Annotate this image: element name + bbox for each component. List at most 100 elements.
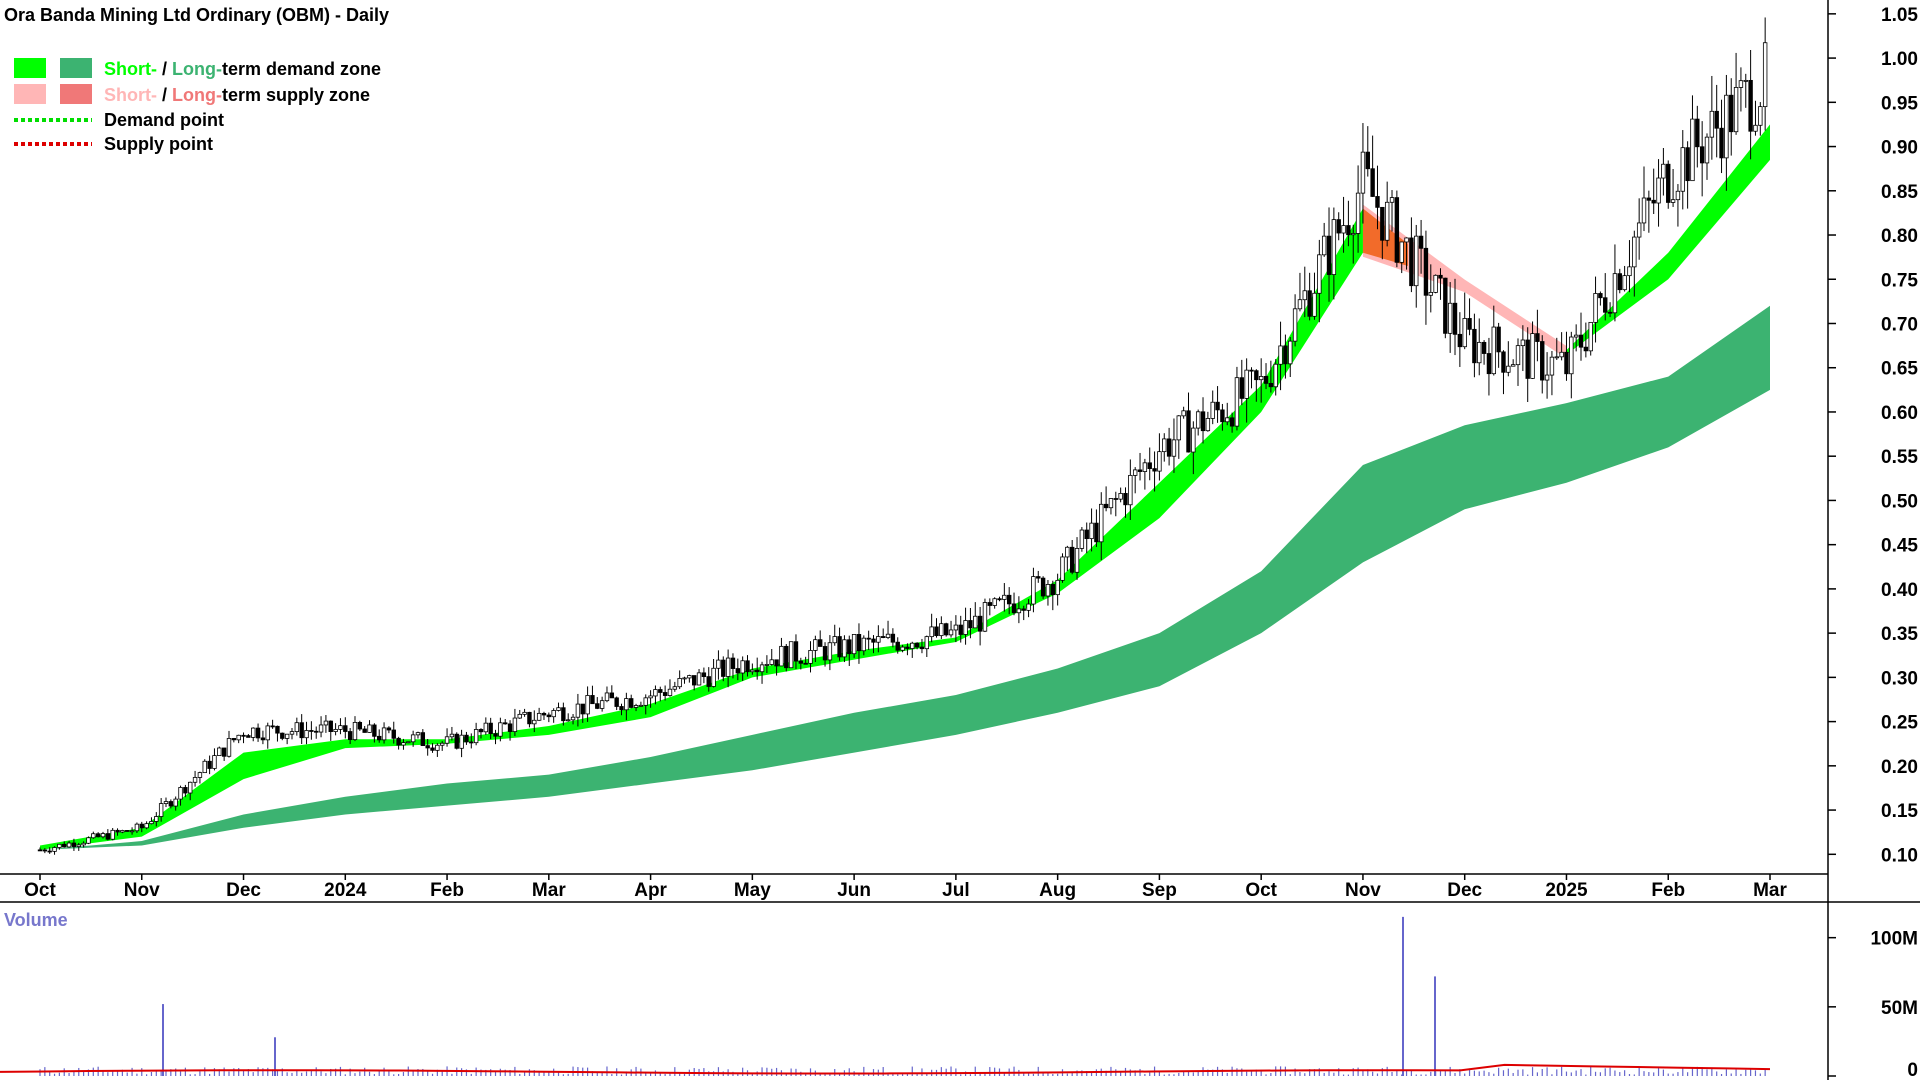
candle-body (590, 695, 595, 705)
candle-body (343, 725, 348, 732)
legend-demand-long: Long- (172, 59, 222, 79)
price-tick-label: 0.50 (1881, 491, 1918, 512)
candle-body (1195, 411, 1201, 429)
candle-body (1748, 79, 1753, 132)
candle-body (1670, 199, 1676, 203)
candle-body (1273, 363, 1278, 388)
candle-body (822, 646, 828, 661)
candle-body (381, 727, 387, 741)
price-tick-label: 0.80 (1881, 226, 1918, 247)
candle-body (1341, 225, 1346, 234)
candle-body (895, 641, 900, 651)
candle-body (129, 830, 135, 833)
candle-body (1477, 341, 1482, 364)
candle-body (1288, 340, 1293, 365)
candle-body (1675, 190, 1681, 201)
candle-body (1074, 548, 1080, 573)
candle-body (260, 737, 266, 741)
candle-body (643, 697, 648, 706)
candle-body (333, 728, 338, 732)
candle-body (624, 698, 629, 711)
candle-body (1375, 196, 1380, 208)
candle-body (769, 659, 774, 665)
candle-body (1544, 374, 1550, 381)
candle-body (871, 638, 876, 643)
candle-body (289, 731, 295, 735)
candle-body (469, 741, 474, 744)
candle-body (1666, 163, 1671, 203)
candle-body (885, 633, 891, 638)
candle-body (294, 722, 300, 733)
candle-body (745, 660, 750, 673)
candle-body (939, 623, 944, 637)
candle-body (1414, 235, 1419, 287)
candle-body (861, 637, 867, 652)
candle-body (1384, 201, 1390, 241)
candle-body (1079, 529, 1085, 549)
candle-body (1321, 235, 1327, 256)
candle-body (163, 801, 169, 804)
candle-body (1501, 351, 1506, 373)
candle-body (154, 816, 159, 822)
candle-body (638, 704, 644, 707)
chart-title: Ora Banda Mining Ltd Ordinary (OBM) - Da… (4, 5, 389, 25)
candle-body (1428, 291, 1433, 296)
volume-average-line (0, 1063, 1771, 1075)
candle-body (696, 672, 702, 686)
price-tick-label: 0.60 (1881, 403, 1918, 424)
candle-body (1036, 576, 1041, 579)
candle-body (1617, 273, 1622, 291)
candle-body (125, 830, 130, 832)
candle-body (1714, 110, 1719, 129)
candle-body (1762, 42, 1768, 108)
candle-body (1598, 293, 1603, 299)
volume-axis: 0 50M 100M (1828, 929, 1918, 1081)
candle-body (851, 634, 857, 655)
candle-body (604, 692, 610, 702)
time-tick-label: Jun (837, 880, 871, 901)
candle-body (1423, 247, 1429, 296)
candle-body (1418, 235, 1424, 249)
candle-body (1753, 124, 1758, 132)
candle-body (1733, 87, 1739, 133)
candle-body (226, 738, 232, 757)
candle-body (493, 733, 498, 737)
candle-body (629, 698, 634, 708)
candle-body (1011, 603, 1017, 614)
price-tick-label: 0.70 (1881, 314, 1918, 335)
candle-body (81, 842, 86, 846)
candle-body (798, 660, 804, 664)
candle-body (37, 849, 43, 852)
candle-body (536, 712, 542, 721)
candle-body (144, 823, 149, 829)
candle-body (570, 716, 576, 721)
candle-body (91, 833, 96, 839)
candle-body (217, 747, 222, 756)
time-tick-label: Feb (1651, 880, 1685, 901)
candle-body (856, 634, 862, 652)
candle-body (1724, 94, 1729, 159)
candle-body (1360, 151, 1366, 194)
candle-body (284, 733, 290, 739)
candle-body (1040, 577, 1046, 597)
candle-body (478, 729, 484, 733)
candle-body (265, 725, 270, 741)
candle-body (1685, 147, 1690, 182)
candle-body (827, 642, 833, 661)
candle-body (1157, 451, 1162, 472)
candle-body (173, 798, 178, 807)
candle-body (100, 833, 106, 838)
candle-body (1510, 364, 1516, 367)
candle-body (459, 734, 464, 749)
candle-body (62, 843, 67, 848)
legend-supply-point-label: Supply point (104, 134, 213, 154)
price-axis: 0.10 0.15 0.20 0.25 0.30 0.35 0.40 0.45 0.50 0.55… (1828, 5, 1918, 866)
price-tick-label: 0.25 (1881, 713, 1918, 734)
candle-body (401, 742, 406, 746)
short-term-supply-zone (1362, 204, 1567, 359)
candle-body (1729, 94, 1734, 133)
candle-body (410, 734, 416, 743)
time-axis: Oct Nov Dec 2024 Feb Mar Apr May Jun Jul Aug Sep Oct… (24, 874, 1787, 901)
candles-layer (37, 17, 1768, 855)
candle-body (1588, 321, 1593, 352)
